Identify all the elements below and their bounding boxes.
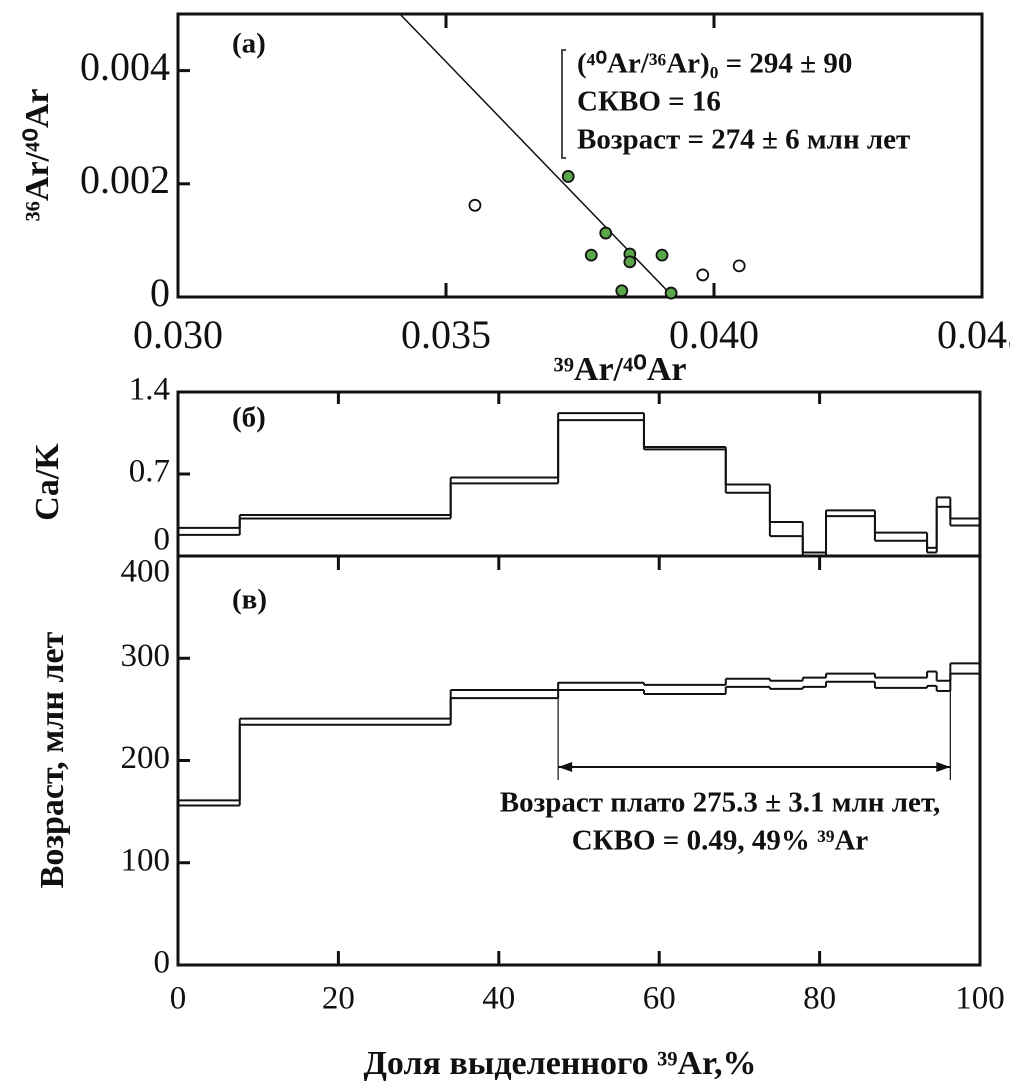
y-tick-label: 0 [154, 945, 171, 981]
bracket [561, 49, 566, 159]
y-tick-label: 0.004 [80, 44, 170, 89]
annotation: (⁴⁰Ar/³⁶Ar)₀ = 294 ± 90 [577, 48, 852, 80]
y-axis-label: Возраст, млн лет [34, 631, 71, 888]
x-axis-label: Доля выделенного ³⁹Ar,% [364, 1045, 757, 1082]
point [732, 259, 746, 273]
x-tick-label: 0 [170, 981, 187, 1017]
point [599, 226, 613, 240]
x-tick-label: 0.030 [133, 312, 223, 357]
point [584, 248, 598, 262]
x-tick-label: 0.035 [401, 312, 491, 357]
x-tick-label: 100 [955, 981, 1005, 1017]
annotation: Возраст = 274 ± 6 млн лет [577, 124, 910, 156]
point [468, 198, 482, 212]
y-tick-label: 1.4 [129, 372, 170, 408]
y-tick-label: 300 [121, 638, 171, 674]
point [664, 286, 678, 300]
x-tick-label: 60 [643, 981, 676, 1017]
x-axis-label: ³⁹Ar/⁴⁰Ar [554, 351, 687, 388]
panel-label: (б) [232, 402, 266, 434]
x-tick-label: 20 [322, 981, 355, 1017]
point [615, 284, 629, 298]
y-axis-label: ³⁶Ar/⁴⁰Ar [19, 89, 56, 222]
x-tick-label: 80 [803, 981, 836, 1017]
point [561, 170, 575, 183]
y-tick-label: 0.7 [129, 454, 170, 490]
y-tick-label: 400 [121, 554, 171, 590]
x-tick-label: 0.040 [669, 312, 759, 357]
y-tick-label: 0 [150, 270, 170, 315]
plot-frame [176, 554, 982, 967]
panel-label: (а) [232, 28, 266, 60]
arrow-head [558, 762, 573, 772]
plot-frame [176, 12, 984, 299]
panel-label: (в) [232, 584, 267, 616]
y-tick-label: 0 [154, 522, 171, 558]
annotation: СКВО = 0.49, 49% ³⁹Ar [572, 825, 869, 857]
y-tick-label: 100 [121, 842, 171, 878]
y-tick-label: 0.002 [80, 157, 170, 202]
annotation: Возраст плато 275.3 ± 3.1 млн лет, [500, 787, 940, 819]
arrow-head [936, 762, 951, 772]
y-axis-label: Ca/K [29, 443, 66, 521]
x-tick-label: 40 [482, 981, 515, 1017]
annotation: СКВО = 16 [577, 86, 721, 118]
point [696, 268, 710, 282]
plot-frame [176, 390, 982, 558]
y-tick-label: 200 [121, 740, 171, 776]
x-tick-label: 0.045 [937, 312, 1010, 357]
point [655, 248, 669, 262]
point [623, 255, 637, 269]
